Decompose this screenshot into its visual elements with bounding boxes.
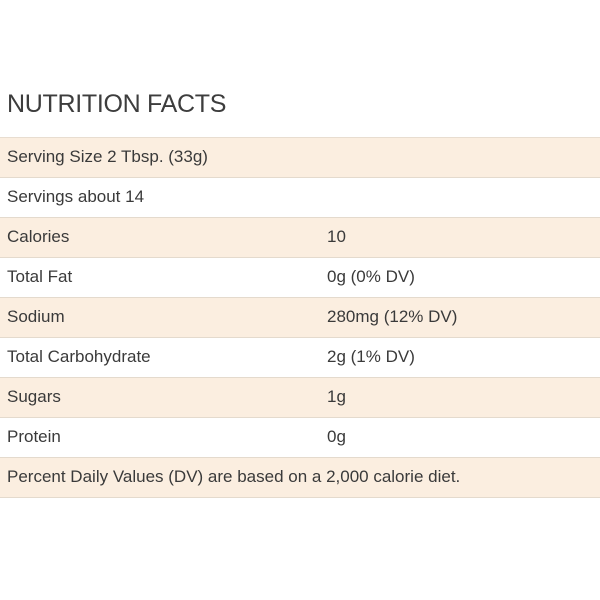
nutrient-row-calories: Calories 10 (0, 218, 600, 258)
nutrient-value: 0g (0% DV) (327, 267, 415, 286)
nutrient-value: 0g (327, 427, 346, 446)
nutrient-label: Sugars (7, 387, 61, 406)
nutrient-label: Sodium (7, 307, 65, 326)
nutrient-value: 280mg (12% DV) (327, 307, 458, 326)
nutrient-label: Protein (7, 427, 61, 446)
nutrient-value: 2g (1% DV) (327, 347, 415, 366)
nutrient-value: 10 (327, 227, 346, 246)
nutrient-label: Total Fat (7, 267, 73, 286)
nutrient-row-total-fat: Total Fat 0g (0% DV) (0, 258, 600, 298)
servings-text: Servings about 14 (7, 187, 145, 206)
nutrient-row-total-carbohydrate: Total Carbohydrate 2g (1% DV) (0, 338, 600, 378)
footnote-row: Percent Daily Values (DV) are based on a… (0, 458, 600, 498)
nutrient-label: Total Carbohydrate (7, 347, 151, 366)
serving-size-text: Serving Size 2 Tbsp. (33g) (7, 147, 208, 166)
servings-row: Servings about 14 (0, 178, 600, 218)
nutrient-row-sugars: Sugars 1g (0, 378, 600, 418)
nutrient-row-sodium: Sodium 280mg (12% DV) (0, 298, 600, 338)
nutrient-row-protein: Protein 0g (0, 418, 600, 458)
nutrition-facts-title: NUTRITION FACTS (7, 90, 227, 118)
serving-size-row: Serving Size 2 Tbsp. (33g) (0, 138, 600, 178)
nutrient-label: Calories (7, 227, 70, 246)
nutrition-table: Serving Size 2 Tbsp. (33g) Servings abou… (0, 137, 600, 498)
daily-value-footnote: Percent Daily Values (DV) are based on a… (7, 467, 461, 486)
nutrient-value: 1g (327, 387, 346, 406)
